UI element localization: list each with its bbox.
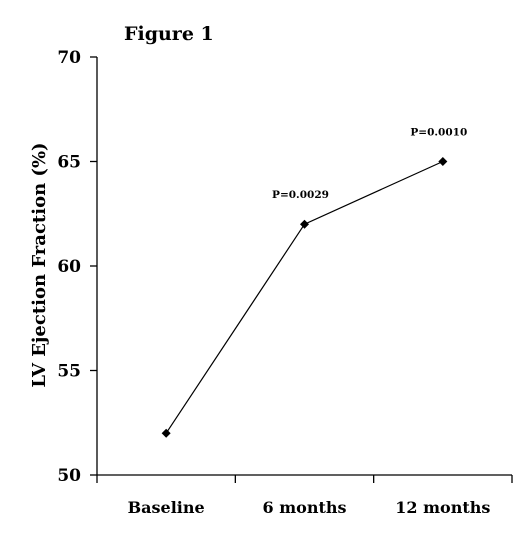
p-value-label: P=0.0010 [410,127,467,139]
series-line [165,160,444,434]
axes: 50 55 60 65 70 Baseline 6 months 12 months [57,48,513,517]
y-tick-label: 60 [57,257,81,277]
x-tick-label: Baseline [128,498,205,517]
data-point [300,219,309,229]
y-tick-label: 55 [57,362,81,382]
x-tick-label: 6 months [263,498,347,517]
p-value-label: P=0.0029 [272,189,329,201]
y-tick-label: 65 [57,153,81,173]
y-axis-label: LV Ejection Fraction (%) [29,142,50,387]
y-tick-label: 50 [57,466,81,486]
y-tick-label: 70 [57,48,81,68]
x-tick-label: 12 months [395,498,490,517]
data-point [438,157,448,166]
data-point [161,428,171,438]
series: P=0.0029 P=0.0010 [161,127,467,438]
figure-label: Figure 1 [124,23,214,45]
